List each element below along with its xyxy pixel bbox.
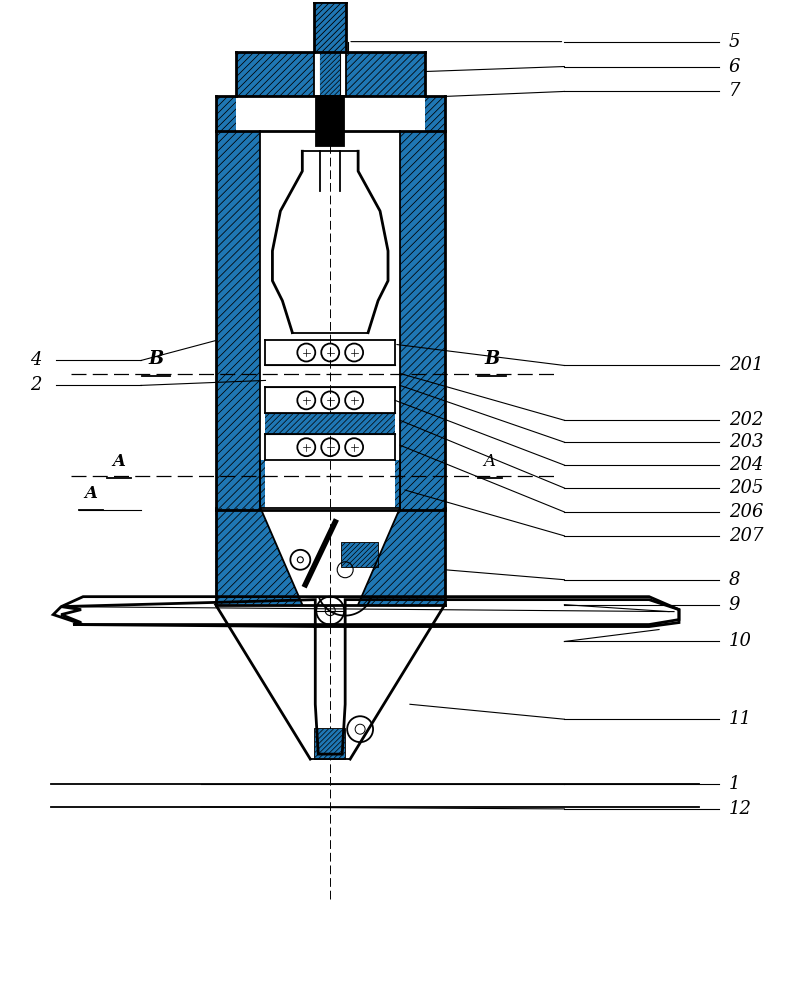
Polygon shape [346,52,425,96]
Text: A: A [484,453,496,470]
Text: 8: 8 [729,571,741,589]
Text: 203: 203 [729,433,763,451]
Text: 2: 2 [30,376,41,394]
Text: 10: 10 [729,632,752,650]
Text: 204: 204 [729,456,763,474]
Polygon shape [342,543,378,567]
Polygon shape [316,729,345,759]
Text: 6: 6 [729,58,741,76]
Polygon shape [260,460,265,508]
Text: 201: 201 [729,356,763,374]
Polygon shape [400,131,445,510]
Text: 7: 7 [729,82,741,100]
Text: 5: 5 [729,33,741,51]
Polygon shape [358,508,445,605]
Polygon shape [235,52,314,96]
Text: 206: 206 [729,503,763,521]
Text: 207: 207 [729,527,763,545]
Polygon shape [216,131,260,510]
Text: A: A [113,453,125,470]
Text: 1: 1 [729,775,741,793]
Bar [316,96,344,146]
Text: 9: 9 [729,596,741,614]
Text: 4: 4 [30,351,41,369]
Polygon shape [320,52,340,96]
Polygon shape [265,413,395,434]
Polygon shape [425,96,445,131]
Text: 11: 11 [729,710,752,728]
Text: B: B [484,350,499,368]
Text: 205: 205 [729,479,763,497]
Polygon shape [395,460,400,508]
Text: A: A [85,485,98,502]
Text: 12: 12 [729,800,752,818]
Polygon shape [314,2,346,52]
Text: B: B [148,350,164,368]
Text: 202: 202 [729,411,763,429]
Polygon shape [216,508,302,605]
Polygon shape [216,96,235,131]
